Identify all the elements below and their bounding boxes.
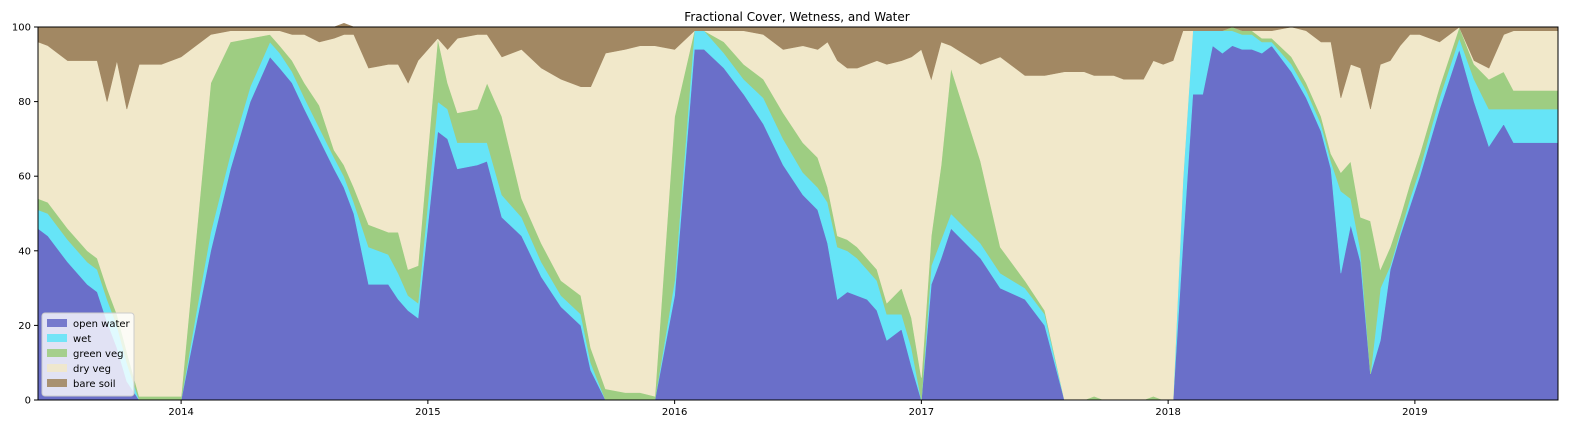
- x-tick-label: 2015: [415, 407, 440, 418]
- y-tick-label: 80: [18, 97, 31, 108]
- stacked-areas: [37, 22, 1559, 401]
- x-tick-label: 2017: [909, 407, 934, 418]
- legend-box: [41, 312, 135, 397]
- legend-label-dry-veg: dry veg: [73, 364, 111, 375]
- legend: open water wet green veg dry veg bare soil: [41, 312, 135, 397]
- legend-swatch-dry-veg: [47, 364, 67, 372]
- chart-title: Fractional Cover, Wetness, and Water: [684, 10, 909, 24]
- y-tick-label: 20: [18, 321, 31, 332]
- legend-swatch-bare-soil: [47, 379, 67, 387]
- y-tick-label: 100: [12, 23, 31, 34]
- x-tick-label: 2016: [662, 407, 687, 418]
- plot-frame: [37, 26, 1559, 401]
- legend-swatch-green-veg: [47, 349, 67, 357]
- y-tick-label: 40: [18, 246, 31, 257]
- legend-swatch-wet: [47, 334, 67, 342]
- y-tick-label: 60: [18, 172, 31, 183]
- x-tick-label: 2019: [1402, 407, 1427, 418]
- x-axis: 2014 2015 2016 2017 2018 2019: [168, 400, 1428, 418]
- y-axis: 0 20 40 60 80 100: [12, 23, 38, 407]
- legend-label-bare-soil: bare soil: [73, 379, 116, 390]
- legend-label-wet: wet: [73, 334, 91, 345]
- x-tick-label: 2018: [1155, 407, 1180, 418]
- legend-label-green-veg: green veg: [73, 349, 123, 360]
- x-tick-label: 2014: [168, 407, 193, 418]
- legend-label-open-water: open water: [73, 319, 131, 330]
- legend-swatch-open-water: [47, 319, 67, 327]
- y-tick-label: 0: [25, 396, 31, 407]
